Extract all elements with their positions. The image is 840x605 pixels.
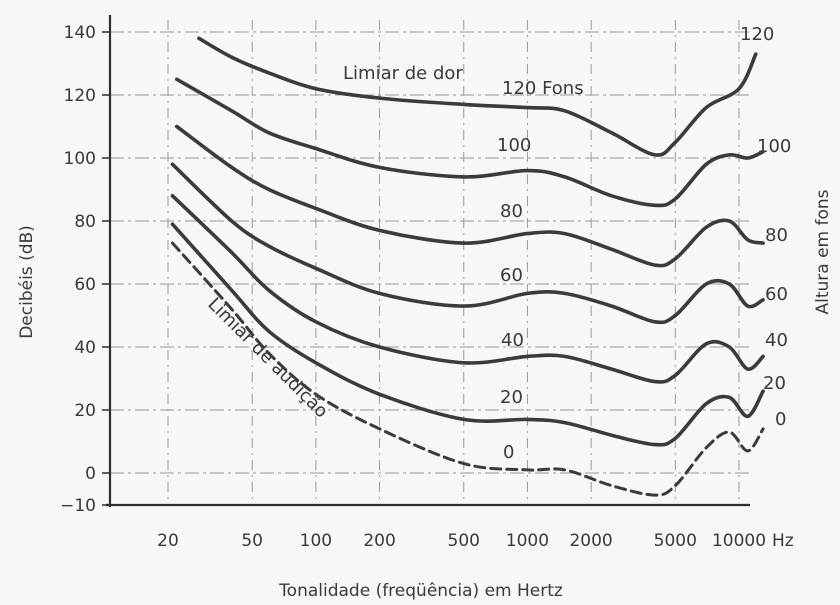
curve-40	[170, 194, 765, 384]
x-tick-label-100: 100	[300, 531, 332, 551]
series-layer	[170, 36, 765, 497]
curve-label-60: 60	[500, 265, 523, 286]
x-axis-title: Tonalidade (freqüência) em Hertz	[278, 581, 563, 601]
y2-axis-title: Altura em fons	[813, 189, 833, 314]
x-tick-label-1000: 1000	[506, 531, 549, 551]
curve-label-100: 100	[497, 135, 531, 156]
x-tick-label-20: 20	[157, 531, 179, 551]
x-tick-label-500: 500	[448, 531, 480, 551]
y-tick-label-100: 100	[64, 149, 96, 169]
curve-label-120: 120 Fons	[502, 78, 584, 99]
curve-0	[171, 241, 765, 497]
hearing-threshold-label: Limiar de audição	[203, 294, 332, 423]
x-tick-label-50: 50	[241, 531, 263, 551]
curve-label-80: 80	[500, 201, 523, 222]
y-tick-label-40: 40	[74, 338, 96, 358]
curve-120	[197, 36, 758, 157]
y-tick-label-140: 140	[64, 23, 96, 43]
curve-label-20: 20	[500, 387, 523, 408]
curve-label-0: 0	[503, 442, 514, 463]
y-tick-label-60: 60	[74, 275, 96, 295]
curve-80	[175, 124, 765, 268]
curve-20	[170, 222, 765, 447]
x-tick-label-2000: 2000	[569, 531, 612, 551]
label-layer: Decibéis (dB) Altura em fons Tonalidade …	[17, 24, 833, 601]
right-label-100: 100	[757, 136, 791, 157]
x-unit-label: Hz	[772, 531, 794, 551]
right-label-60: 60	[765, 284, 788, 305]
y-tick-label-80: 80	[74, 212, 96, 232]
right-label-80: 80	[765, 225, 788, 246]
right-label-40: 40	[765, 330, 788, 351]
curve-60	[170, 162, 765, 325]
curve-label-40: 40	[501, 330, 524, 351]
y-tick-label-120: 120	[64, 86, 96, 106]
curve-100	[175, 77, 765, 208]
y-tick-label-−10: −10	[60, 496, 96, 516]
x-tick-label-5000: 5000	[654, 531, 697, 551]
right-label-20: 20	[763, 373, 786, 394]
pain-threshold-label: Limiar de dor	[343, 63, 463, 84]
right-label-0: 0	[775, 409, 786, 430]
x-tick-label-10000: 10000	[712, 531, 766, 551]
x-tick-label-200: 200	[363, 531, 395, 551]
right-label-120: 120	[740, 24, 774, 45]
y-tick-label-20: 20	[74, 401, 96, 421]
y-tick-label-0: 0	[85, 464, 96, 484]
y-axis-title: Decibéis (dB)	[17, 225, 37, 339]
